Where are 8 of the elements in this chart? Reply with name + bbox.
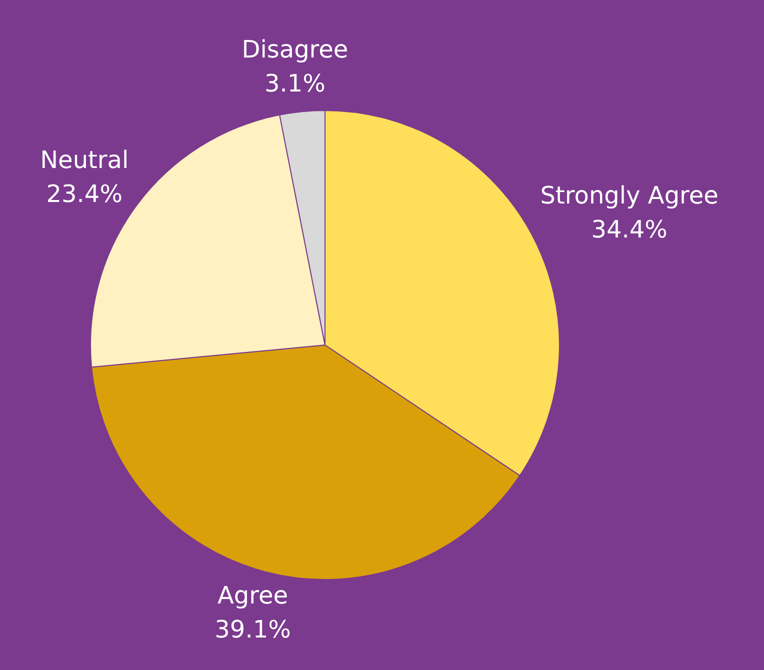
slice-label: Agree [218, 582, 288, 610]
slice-label: Disagree [242, 36, 348, 64]
data-label: 39.1% [214, 616, 291, 644]
data-label: 3.1% [264, 70, 326, 98]
slice-label: Strongly Agree [540, 181, 718, 210]
slice-label: Neutral [40, 146, 129, 174]
data-label: 23.4% [46, 180, 123, 208]
data-label: 34.4% [591, 215, 668, 244]
